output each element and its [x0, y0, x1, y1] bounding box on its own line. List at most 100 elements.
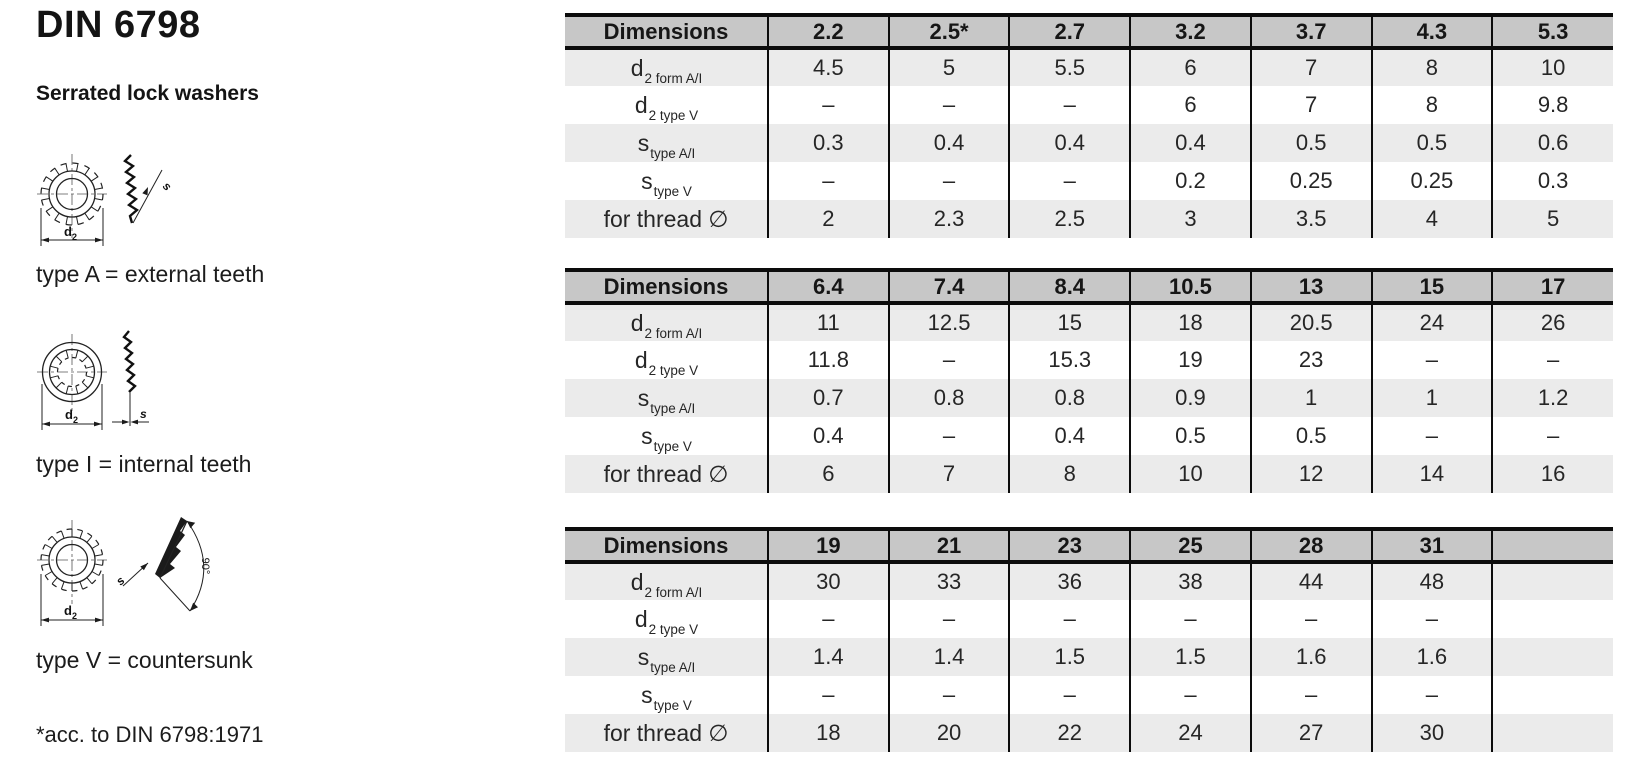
size-column-header: 23 [1008, 527, 1131, 564]
size-column-header: 10.5 [1129, 268, 1251, 305]
table-row: d2 type V – – – – – – [565, 600, 1613, 638]
value-cell: 1.4 [887, 638, 1010, 676]
external-teeth-washer-drawing: d2 s [37, 154, 175, 246]
table-row: d2 form A/I 4.5 5 5.5 6 7 8 10 [565, 48, 1613, 86]
value-cell: 0.5 [1129, 417, 1251, 455]
value-cell: 0.6 [1491, 124, 1613, 162]
table-row: for thread ∅ 6 7 8 10 12 14 16 [565, 455, 1613, 493]
row-label: for thread ∅ [603, 205, 729, 232]
value-cell: 0.25 [1370, 162, 1493, 200]
row-label: d2 type V [634, 346, 699, 379]
value-cell: 30 [767, 562, 889, 600]
table-row: stype V – – – – – – [565, 676, 1613, 714]
table-row: stype A/I 1.4 1.4 1.5 1.5 1.6 1.6 [565, 638, 1613, 676]
s-dimension-label: s [113, 573, 128, 588]
value-cell: 0.8 [1008, 379, 1131, 417]
value-cell: 0.2 [1129, 162, 1251, 200]
value-cell: 6 [1129, 86, 1251, 124]
row-label: d2 type V [634, 605, 699, 638]
value-cell [1491, 676, 1613, 714]
size-column-header [1491, 527, 1613, 564]
value-cell [1491, 638, 1613, 676]
row-label: d2 form A/I [630, 54, 703, 87]
value-cell: – [1008, 162, 1131, 200]
value-cell: 19 [1129, 341, 1251, 379]
value-cell: 0.8 [887, 379, 1010, 417]
diagram-type-v: d2 90° s type V = countersunk [36, 508, 253, 674]
value-cell: 38 [1129, 562, 1251, 600]
value-cell: 2.5 [1008, 200, 1131, 238]
page-subtitle: Serrated lock washers [36, 82, 259, 105]
value-cell: 12 [1249, 455, 1372, 493]
row-label: d2 form A/I [630, 568, 703, 601]
row-label: for thread ∅ [603, 719, 729, 746]
value-cell: 12.5 [887, 303, 1010, 341]
value-cell: 24 [1370, 303, 1493, 341]
table-row: stype A/I 0.3 0.4 0.4 0.4 0.5 0.5 0.6 [565, 124, 1613, 162]
value-cell: – [1491, 341, 1613, 379]
value-cell: 4 [1370, 200, 1493, 238]
dimensions-table-small-sizes: Dimensions 2.2 2.5* 2.7 3.2 3.7 4.3 5.3 d2 form … [565, 13, 1613, 238]
row-label: for thread ∅ [603, 460, 729, 487]
value-cell: 15 [1008, 303, 1131, 341]
size-column-header: 25 [1129, 527, 1251, 564]
size-column-header: 13 [1249, 268, 1372, 305]
value-cell: – [1370, 417, 1493, 455]
value-cell: 8 [1370, 86, 1493, 124]
value-cell: 10 [1491, 48, 1613, 86]
value-cell: 22 [1008, 714, 1131, 752]
size-column-header: 4.3 [1370, 13, 1493, 50]
value-cell: 1 [1249, 379, 1372, 417]
value-cell: 0.4 [887, 124, 1010, 162]
size-column-header: 3.7 [1249, 13, 1372, 50]
value-cell: – [1370, 341, 1493, 379]
value-cell: 3.5 [1249, 200, 1372, 238]
value-cell: – [1129, 600, 1251, 638]
size-column-header: 7.4 [887, 268, 1010, 305]
value-cell: 20.5 [1249, 303, 1372, 341]
value-cell: 15.3 [1008, 341, 1131, 379]
value-cell: 23 [1249, 341, 1372, 379]
value-cell: – [887, 162, 1010, 200]
d2-dimension-label: d2 [64, 603, 77, 621]
value-cell [1491, 600, 1613, 638]
value-cell: 0.4 [1008, 124, 1131, 162]
value-cell: 30 [1370, 714, 1493, 752]
row-label: stype V [641, 681, 692, 714]
value-cell [1491, 714, 1613, 752]
value-cell: – [1491, 417, 1613, 455]
value-cell: 0.5 [1249, 417, 1372, 455]
value-cell: 16 [1491, 455, 1613, 493]
value-cell: 0.5 [1370, 124, 1493, 162]
size-column-header: 19 [767, 527, 889, 564]
row-label: stype A/I [637, 129, 696, 162]
diagram-type-a-caption: type A = external teeth [36, 261, 265, 287]
angle-90-label: 90° [199, 558, 211, 575]
diagram-type-v-caption: type V = countersunk [36, 647, 253, 673]
value-cell: – [1370, 676, 1493, 714]
table-row: d2 type V 11.8–15.3 19 23– – [565, 341, 1613, 379]
table-row: d2 form A/I 11 12.5 15 18 20.5 24 26 [565, 303, 1613, 341]
value-cell: 11.8 [767, 341, 889, 379]
dimensions-header-cell: Dimensions [565, 527, 768, 564]
table-row: for thread ∅ 2 2.3 2.5 3 3.5 4 5 [565, 200, 1613, 238]
value-cell: 5.5 [1008, 48, 1131, 86]
value-cell: 1.6 [1249, 638, 1372, 676]
size-column-header: 17 [1491, 268, 1613, 305]
size-column-header: 15 [1370, 268, 1493, 305]
table-row: stype A/I 0.7 0.8 0.8 0.9 1 1 1.2 [565, 379, 1613, 417]
size-column-header: 2.7 [1008, 13, 1131, 50]
value-cell: 11 [767, 303, 889, 341]
value-cell: – [1249, 676, 1372, 714]
value-cell: 5 [1491, 200, 1613, 238]
table-row: for thread ∅ 18 20 22 24 27 30 [565, 714, 1613, 752]
value-cell: 44 [1249, 562, 1372, 600]
dimensions-table-medium-sizes: Dimensions 6.4 7.4 8.4 10.5 13 15 17 d2 form A/I… [565, 268, 1613, 493]
value-cell: 1.4 [767, 638, 889, 676]
s-dimension-label: s [160, 179, 175, 194]
internal-teeth-washer-drawing: d2 s [37, 330, 149, 430]
countersunk-washer-drawing: d2 90° s [37, 517, 211, 626]
value-cell: 0.4 [1129, 124, 1251, 162]
value-cell: 18 [767, 714, 889, 752]
value-cell: 0.3 [1491, 162, 1613, 200]
